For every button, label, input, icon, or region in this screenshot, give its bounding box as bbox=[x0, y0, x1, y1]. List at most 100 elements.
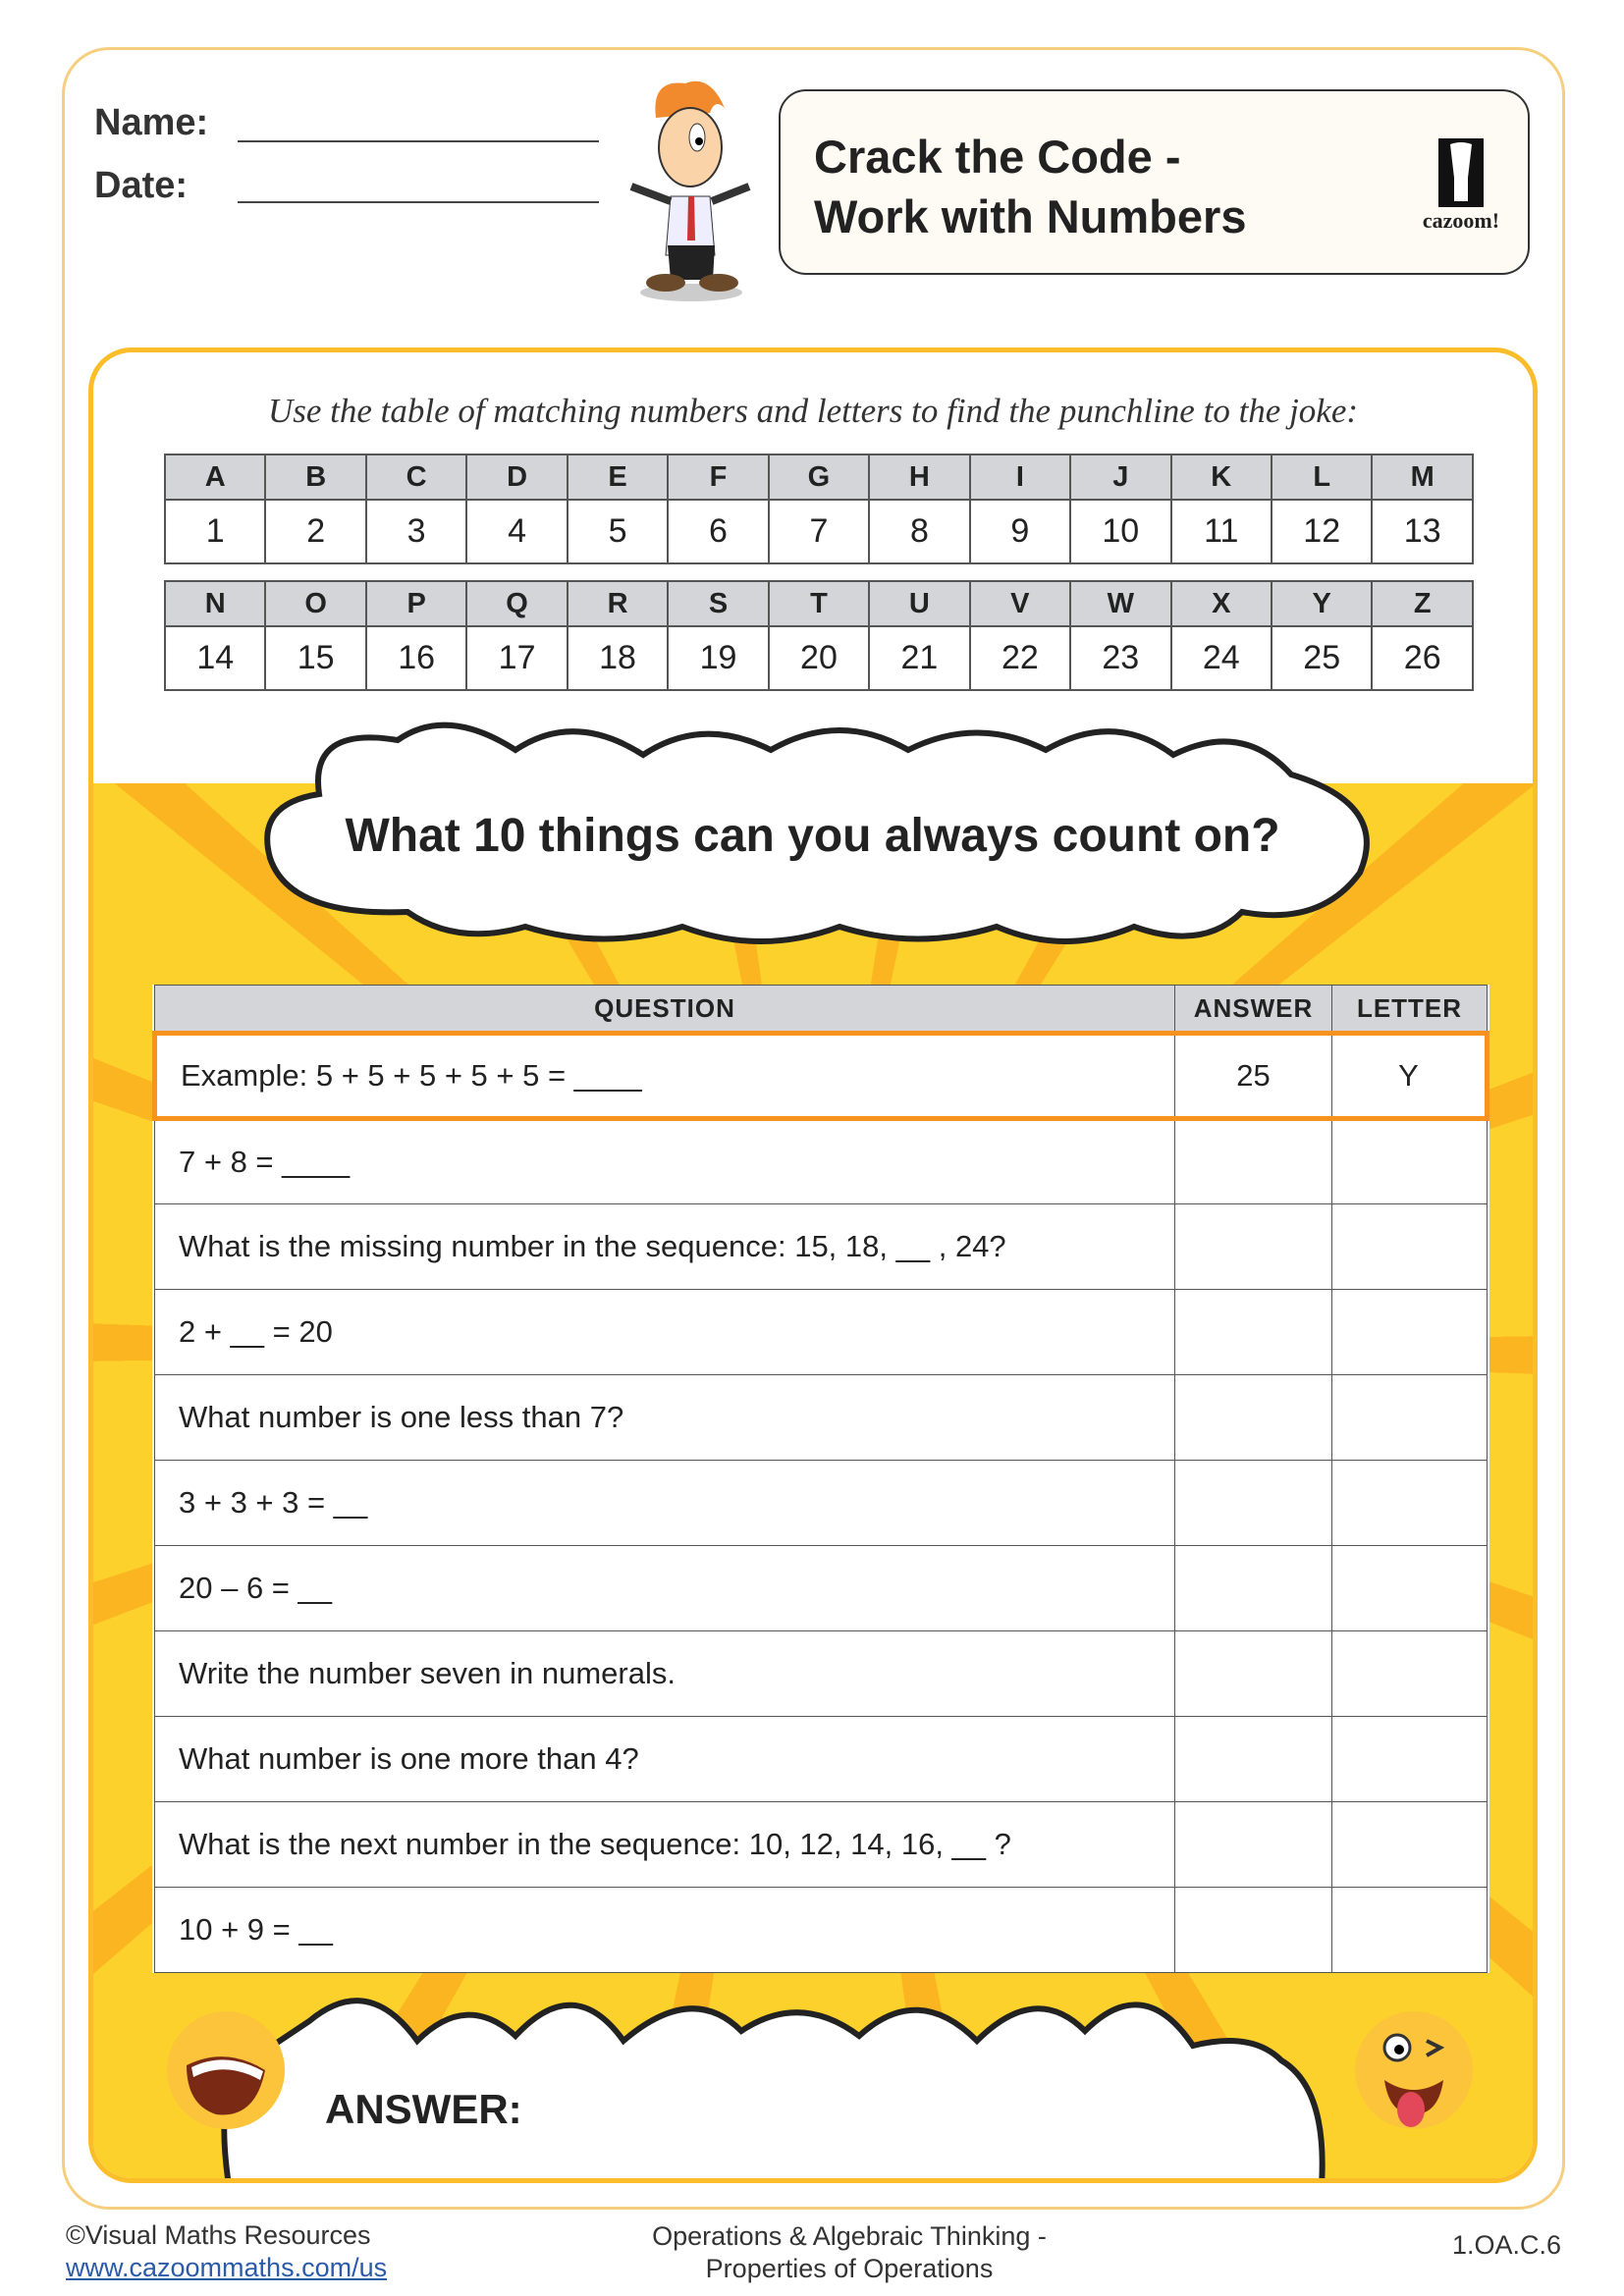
question-row: 2 + __ = 20 bbox=[154, 1289, 1488, 1375]
letter-cell[interactable] bbox=[1331, 1630, 1488, 1717]
letter-cell: Q bbox=[465, 580, 568, 627]
letter-cell: O bbox=[264, 580, 367, 627]
number-cell: 20 bbox=[767, 625, 871, 691]
number-cell: 18 bbox=[566, 625, 670, 691]
question-cell: 2 + __ = 20 bbox=[154, 1289, 1175, 1375]
number-cell: 13 bbox=[1371, 499, 1474, 564]
number-cell: 4 bbox=[465, 499, 568, 564]
number-cell: 1 bbox=[163, 499, 267, 564]
question-row: 7 + 8 = ____ bbox=[154, 1118, 1488, 1204]
question-cell: What is the next number in the sequence:… bbox=[154, 1801, 1175, 1888]
letter-cell: B bbox=[264, 454, 367, 501]
cartoon-character-image bbox=[629, 80, 751, 301]
question-cell: Write the number seven in numerals. bbox=[154, 1630, 1175, 1717]
title-line-1: Crack the Code - bbox=[814, 131, 1181, 183]
title-box: Crack the Code - Work with Numbers cazoo… bbox=[779, 89, 1530, 275]
question-table: QUESTION ANSWER LETTER Example: 5 + 5 + … bbox=[152, 985, 1489, 1973]
letter-cell[interactable] bbox=[1331, 1801, 1488, 1888]
number-cell: 21 bbox=[868, 625, 971, 691]
letter-cell[interactable] bbox=[1331, 1545, 1488, 1631]
number-cell: 2 bbox=[264, 499, 367, 564]
letter-cell: R bbox=[566, 580, 670, 627]
letter-cell: A bbox=[163, 454, 267, 501]
letter-cell[interactable] bbox=[1331, 1118, 1488, 1204]
question-row: What number is one more than 4? bbox=[154, 1716, 1488, 1802]
date-field[interactable] bbox=[238, 201, 599, 203]
answer-cell[interactable] bbox=[1174, 1801, 1332, 1888]
number-cell: 11 bbox=[1169, 499, 1272, 564]
letter-cell: H bbox=[868, 454, 971, 501]
number-cell: 16 bbox=[364, 625, 468, 691]
name-label: Name: bbox=[94, 102, 209, 143]
number-cell: 24 bbox=[1169, 625, 1272, 691]
letter-cell[interactable] bbox=[1331, 1374, 1488, 1461]
letter-cell: Y bbox=[1331, 1031, 1489, 1121]
letter-cell: W bbox=[1069, 580, 1172, 627]
topic-line-2: Properties of Operations bbox=[705, 2254, 994, 2283]
answer-cell[interactable] bbox=[1174, 1203, 1332, 1290]
answer-cell[interactable] bbox=[1174, 1374, 1332, 1461]
letter-cell: M bbox=[1371, 454, 1474, 501]
letter-cell: D bbox=[465, 454, 568, 501]
letter-cell[interactable] bbox=[1331, 1289, 1488, 1375]
joke-question: What 10 things can you always count on? bbox=[345, 810, 1280, 862]
letter-cell: J bbox=[1069, 454, 1172, 501]
question-cell: Example: 5 + 5 + 5 + 5 + 5 = ____ bbox=[152, 1031, 1175, 1121]
logo-icon bbox=[1438, 138, 1484, 207]
number-cell: 3 bbox=[364, 499, 468, 564]
answer-cell[interactable] bbox=[1174, 1545, 1332, 1631]
letter-cell[interactable] bbox=[1331, 1203, 1488, 1290]
question-row: 3 + 3 + 3 = __ bbox=[154, 1460, 1488, 1546]
question-cell: 3 + 3 + 3 = __ bbox=[154, 1460, 1175, 1546]
header-answer: ANSWER bbox=[1174, 985, 1332, 1034]
logo-text: cazoom! bbox=[1422, 208, 1500, 233]
header-letter: LETTER bbox=[1331, 985, 1488, 1034]
letter-cell: T bbox=[767, 580, 871, 627]
laughing-emoji-icon bbox=[167, 2011, 285, 2129]
question-row: What is the next number in the sequence:… bbox=[154, 1801, 1488, 1888]
letter-cell: G bbox=[767, 454, 871, 501]
page-border bbox=[62, 47, 1565, 2210]
question-cell: What number is one more than 4? bbox=[154, 1716, 1175, 1802]
question-cell: What is the missing number in the sequen… bbox=[154, 1203, 1175, 1290]
letter-cell: P bbox=[364, 580, 468, 627]
letter-cell[interactable] bbox=[1331, 1716, 1488, 1802]
joke-cloud bbox=[264, 721, 1370, 944]
number-cell: 12 bbox=[1270, 499, 1374, 564]
number-cell: 8 bbox=[868, 499, 971, 564]
answer-cell[interactable] bbox=[1174, 1289, 1332, 1375]
number-cell: 15 bbox=[264, 625, 367, 691]
topic-line-1: Operations & Algebraic Thinking - bbox=[652, 2221, 1047, 2251]
question-cell: 20 – 6 = __ bbox=[154, 1545, 1175, 1631]
number-cell: 17 bbox=[465, 625, 568, 691]
letter-cell: E bbox=[566, 454, 670, 501]
name-field[interactable] bbox=[238, 140, 599, 142]
letter-cell[interactable] bbox=[1331, 1460, 1488, 1546]
question-row: What number is one less than 7? bbox=[154, 1374, 1488, 1461]
worksheet-title: Crack the Code - Work with Numbers bbox=[814, 127, 1246, 246]
number-cell: 9 bbox=[968, 499, 1072, 564]
number-cell: 25 bbox=[1270, 625, 1374, 691]
letter-cell: L bbox=[1270, 454, 1374, 501]
letter-cell: S bbox=[667, 580, 770, 627]
answer-cell[interactable] bbox=[1174, 1118, 1332, 1204]
answer-cell[interactable] bbox=[1174, 1630, 1332, 1717]
question-row: 10 + 9 = __ bbox=[154, 1887, 1488, 1973]
number-cell: 6 bbox=[667, 499, 770, 564]
question-row: Write the number seven in numerals. bbox=[154, 1630, 1488, 1717]
worksheet-panel: Use the table of matching numbers and le… bbox=[88, 347, 1538, 2183]
letter-cell[interactable] bbox=[1331, 1887, 1488, 1973]
answer-cell[interactable] bbox=[1174, 1716, 1332, 1802]
number-cell: 22 bbox=[968, 625, 1072, 691]
website-link[interactable]: www.cazoommaths.com/us bbox=[66, 2253, 388, 2282]
instruction-text: Use the table of matching numbers and le… bbox=[267, 392, 1359, 430]
answer-cell[interactable] bbox=[1174, 1460, 1332, 1546]
code-table-2: N O P Q R S T U V W X Y Z 14 15 16 17 18 19 20 21 22 23 24 25 26 bbox=[163, 580, 1474, 691]
answer-cell[interactable] bbox=[1174, 1887, 1332, 1973]
letter-cell: I bbox=[968, 454, 1072, 501]
winking-emoji-icon bbox=[1355, 2011, 1473, 2129]
number-cell: 26 bbox=[1371, 625, 1474, 691]
example-row: Example: 5 + 5 + 5 + 5 + 5 = ____ 25 Y bbox=[152, 1031, 1489, 1121]
copyright: ©Visual Maths Resources bbox=[66, 2220, 371, 2250]
cazoom-logo: cazoom! bbox=[1416, 138, 1506, 234]
